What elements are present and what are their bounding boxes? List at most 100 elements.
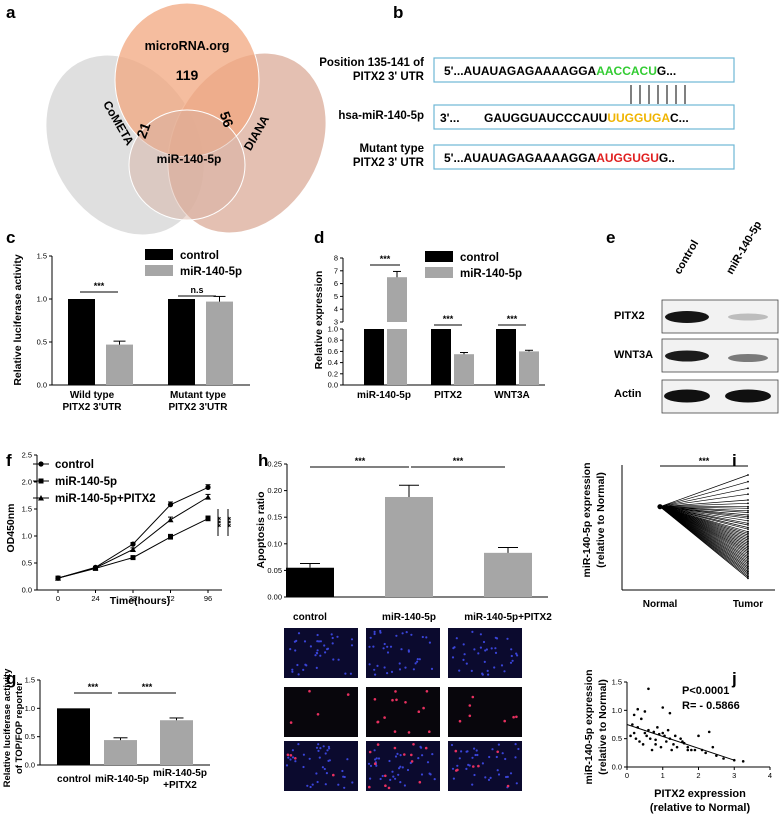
- h-cell-blue-0-1-27: [379, 629, 382, 633]
- j-point-8: [643, 731, 647, 735]
- f-ytick-label-0: 0.0: [22, 586, 32, 595]
- h-cell-blue-0-2-29: [465, 662, 468, 665]
- i-tumor-point-39: [747, 565, 749, 568]
- h-micrograph-1-1: [366, 687, 440, 737]
- d-ytick-label-upper-1: 4: [334, 305, 338, 314]
- h-cat-2: miR-140-5p: [382, 612, 436, 623]
- seq-row1-prefix: 5'...AUAUAGAGAAAAGGA: [444, 64, 597, 78]
- h-cell-red-2-1-7: [410, 760, 414, 763]
- h-ytick-label-2: 0.10: [267, 539, 282, 548]
- f-sig-2: ***: [226, 516, 236, 527]
- e-row-actin: Actin: [614, 388, 642, 400]
- d-sig-1: ***: [380, 254, 391, 264]
- panel-g-label: g: [6, 669, 16, 688]
- i-ylabel-line2: (relative to Normal): [595, 472, 607, 568]
- i-tumor-point-1: [747, 480, 749, 483]
- h-cell-blue-2-0-20: [324, 752, 327, 755]
- h-cell-blue-2-2-0: [450, 743, 454, 747]
- h-cell-red-1-1-9: [393, 730, 397, 733]
- i-tumor-point-29: [747, 549, 749, 551]
- i-tumor-point-2: [747, 487, 749, 490]
- i-pair-line-46: [659, 506, 749, 579]
- j-point-40: [741, 760, 745, 763]
- h-cell-blue-2-0-28: [351, 781, 354, 784]
- seq-row1-label-line1: Position 135-141 of: [319, 57, 424, 69]
- h-cell-blue-2-2-5: [451, 767, 455, 770]
- seq-row1-box: [433, 57, 735, 83]
- e-col-control: control: [672, 238, 701, 276]
- i-tumor-point-23: [747, 539, 749, 541]
- h-cell-blue-0-2-31: [490, 647, 493, 650]
- h-cell-blue-2-2-23: [473, 773, 476, 777]
- g-ytick-label-1: 0.5: [25, 732, 35, 741]
- h-cell-blue-0-1-21: [425, 636, 428, 639]
- h-cell-blue-2-1-24: [369, 764, 373, 768]
- f-ytick-label-4: 2.0: [22, 478, 32, 487]
- h-cell-red-2-2-0: [496, 750, 500, 754]
- h-cell-blue-0-1-31: [368, 663, 371, 666]
- h-cell-blue-0-2-11: [503, 670, 506, 673]
- f-legend-marker-mir: [38, 478, 44, 484]
- h-cell-red-2-1-1: [393, 746, 397, 750]
- j-pvalue: P<0.0001: [682, 685, 729, 697]
- i-tumor-point-22: [747, 537, 749, 540]
- h-cell-blue-0-1-9: [374, 673, 377, 676]
- j-point-1: [631, 723, 634, 726]
- h-cell-blue-0-0-6: [330, 633, 333, 636]
- h-cell-red-2-1-12: [368, 750, 372, 754]
- i-tumor-point-4: [747, 499, 749, 501]
- h-cell-blue-0-2-0: [462, 643, 465, 646]
- h-cell-blue-2-0-19: [302, 765, 305, 769]
- i-cat-tumor: Tumor: [733, 599, 763, 610]
- h-cell-blue-2-2-28: [496, 769, 499, 772]
- h-bar-2: [484, 552, 532, 597]
- j-ytick-label-0: 0.0: [612, 763, 622, 772]
- h-cell-blue-0-0-16: [297, 673, 300, 676]
- g-ytick-label-3: 1.5: [25, 676, 35, 685]
- h-cell-blue-2-1-16: [396, 752, 399, 756]
- h-cell-blue-2-2-24: [487, 778, 491, 782]
- h-cell-blue-0-1-20: [404, 666, 407, 669]
- g-bar-2: [160, 720, 193, 765]
- j-point-20: [665, 740, 668, 743]
- h-cell-blue-0-0-21: [291, 670, 294, 673]
- j-point-42: [636, 707, 640, 711]
- g-cat-1: control: [57, 774, 91, 785]
- h-cell-blue-2-2-30: [517, 747, 520, 751]
- h-cell-blue-2-2-4: [456, 764, 459, 767]
- seq-row1-label-line2: PITX2 3' UTR: [353, 71, 425, 83]
- j-point-26: [675, 745, 679, 749]
- g-ytick-label-2: 1.0: [25, 704, 35, 713]
- j-point-13: [652, 730, 656, 734]
- c-sig-2: n.s: [190, 285, 203, 295]
- f-legend-marker-control: [38, 461, 44, 467]
- h-cell-blue-2-2-8: [509, 772, 513, 775]
- h-cell-blue-0-1-14: [369, 636, 372, 639]
- h-cell-blue-2-0-6: [291, 749, 294, 752]
- panel-h-label: h: [258, 451, 268, 470]
- f-legend-control: control: [55, 459, 94, 471]
- i-tumor-point-30: [747, 550, 749, 553]
- h-cell-blue-2-2-27: [506, 775, 509, 779]
- j-fit-line: [626, 724, 735, 761]
- h-cell-blue-0-1-6: [386, 672, 389, 675]
- h-cell-blue-0-2-12: [487, 673, 490, 676]
- d-sig-3: ***: [507, 314, 518, 324]
- h-cell-blue-0-0-27: [316, 633, 319, 637]
- h-bar-0: [286, 567, 334, 597]
- seq-row1-suffix: G...: [657, 64, 676, 78]
- h-cell-blue-0-1-7: [368, 645, 371, 648]
- h-cell-blue-2-0-11: [346, 758, 349, 761]
- j-point-21: [666, 728, 670, 732]
- h-cell-blue-0-1-1: [418, 658, 421, 661]
- h-cell-blue-2-0-21: [325, 772, 328, 775]
- f-legend-pitx2: miR-140-5p+PITX2: [55, 493, 156, 505]
- i-tumor-point-3: [747, 493, 749, 496]
- h-cell-blue-2-0-26: [291, 756, 295, 759]
- f-xtick-label-1: 24: [91, 594, 99, 603]
- j-ylabel-line1: miR-140-5p expression: [583, 670, 595, 785]
- seq-row3-site: AUGGUGU: [596, 151, 659, 165]
- h-cell-blue-2-1-14: [399, 781, 402, 784]
- h-cell-blue-0-1-2: [405, 631, 408, 634]
- h-cell-blue-2-2-29: [452, 777, 455, 780]
